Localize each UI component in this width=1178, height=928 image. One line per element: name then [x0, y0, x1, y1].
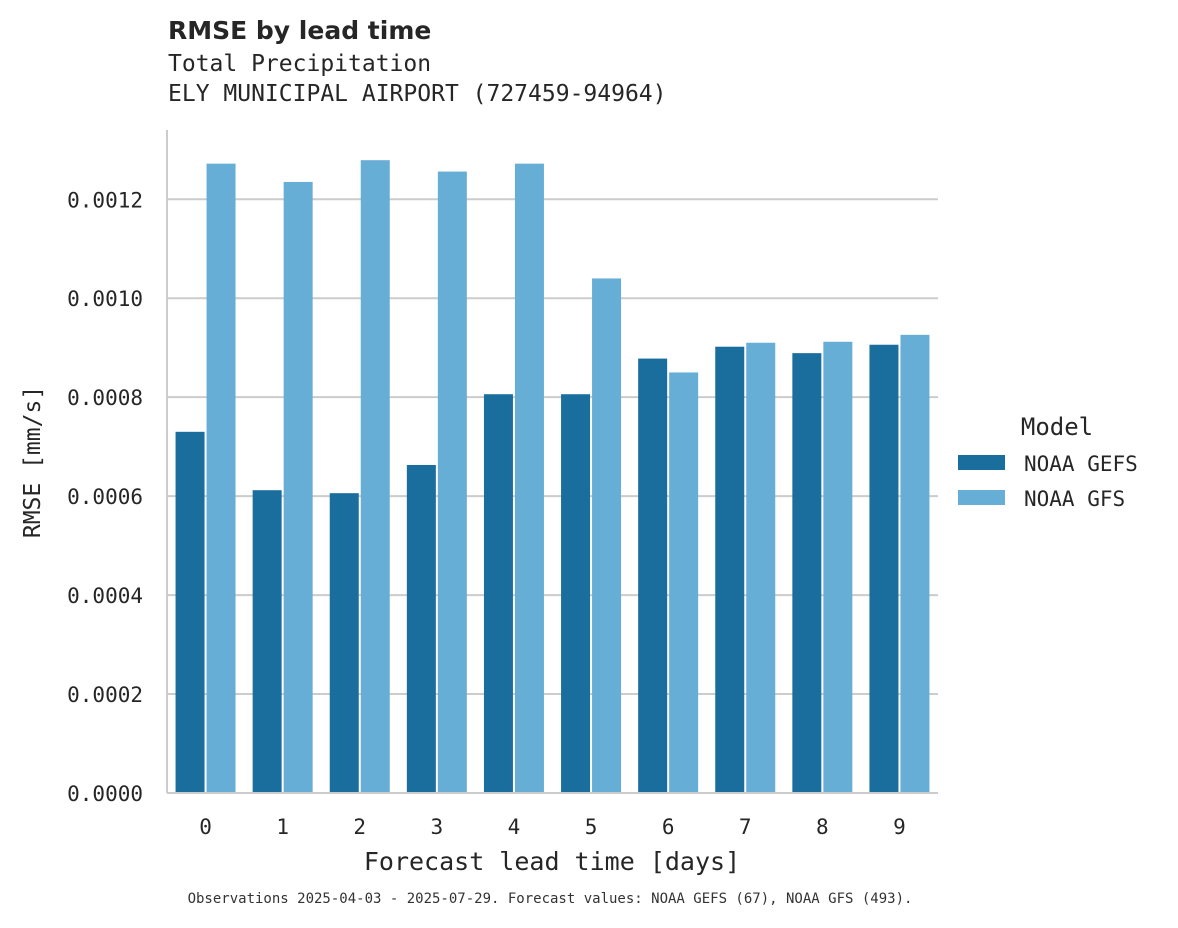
y-tick-label: 0.0012	[67, 188, 143, 212]
axes	[166, 130, 938, 794]
x-tick-label: 7	[739, 815, 752, 839]
grid-lines	[167, 198, 938, 696]
bar-noaa-gefs-lead-8	[792, 353, 822, 793]
chart-subtitle-variable: Total Precipitation	[168, 51, 432, 77]
legend-label-noaa-gefs: NOAA GEFS	[1024, 452, 1138, 476]
legend: Model NOAA GEFS NOAA GFS	[958, 413, 1138, 511]
y-tick-label: 0.0010	[67, 287, 143, 311]
y-tick-labels: 0.0000 0.0002 0.0004 0.0006 0.0008 0.0010 0.00…	[67, 188, 143, 806]
bar-noaa-gfs-lead-4	[514, 163, 544, 793]
bar-noaa-gfs-lead-5	[592, 278, 622, 793]
bar-noaa-gfs-lead-8	[823, 341, 853, 793]
bar-noaa-gefs-lead-6	[638, 358, 668, 793]
bar-noaa-gfs-lead-7	[746, 342, 776, 793]
x-tick-label: 8	[816, 815, 829, 839]
y-tick-label: 0.0002	[67, 683, 143, 707]
bar-noaa-gfs-lead-6	[669, 372, 699, 793]
bar-noaa-gefs-lead-7	[715, 346, 745, 793]
x-axis-label: Forecast lead time [days]	[364, 847, 740, 876]
x-tick-label: 1	[276, 815, 289, 839]
y-tick-label: 0.0000	[67, 782, 143, 806]
x-tick-label: 5	[585, 815, 598, 839]
legend-swatch-noaa-gfs	[958, 490, 1005, 505]
legend-label-noaa-gfs: NOAA GFS	[1024, 487, 1125, 511]
legend-swatch-noaa-gefs	[958, 455, 1005, 470]
x-tick-labels: 0 1 2 3 4 5 6 7 8 9	[199, 815, 906, 839]
x-tick-label: 9	[893, 815, 906, 839]
x-tick-label: 3	[431, 815, 444, 839]
y-tick-label: 0.0004	[67, 584, 143, 608]
legend-title: Model	[1021, 413, 1093, 441]
chart-title: RMSE by lead time	[168, 16, 432, 45]
footnote: Observations 2025-04-03 - 2025-07-29. Fo…	[187, 891, 913, 907]
bar-noaa-gfs-lead-3	[437, 171, 467, 794]
bar-noaa-gefs-lead-5	[561, 394, 591, 793]
bar-noaa-gfs-lead-9	[900, 334, 930, 793]
bar-noaa-gefs-lead-1	[252, 490, 282, 793]
bar-noaa-gfs-lead-2	[360, 160, 390, 794]
bar-noaa-gefs-lead-2	[329, 493, 359, 793]
bar-noaa-gefs-lead-9	[869, 344, 899, 793]
x-tick-label: 4	[508, 815, 521, 839]
bar-noaa-gefs-lead-0	[175, 431, 205, 793]
bar-noaa-gfs-lead-0	[206, 163, 236, 793]
x-tick-label: 2	[353, 815, 366, 839]
x-tick-label: 6	[662, 815, 675, 839]
x-tick-label: 0	[199, 815, 212, 839]
bar-noaa-gefs-lead-4	[483, 394, 513, 793]
bars	[175, 160, 930, 794]
y-tick-label: 0.0006	[67, 485, 143, 509]
bar-noaa-gefs-lead-3	[406, 464, 436, 793]
chart-subtitle-station: ELY MUNICIPAL AIRPORT (727459-94964)	[168, 81, 667, 107]
y-axis-label: RMSE [mm/s]	[20, 386, 46, 538]
bar-noaa-gfs-lead-1	[283, 181, 313, 794]
y-tick-label: 0.0008	[67, 386, 143, 410]
